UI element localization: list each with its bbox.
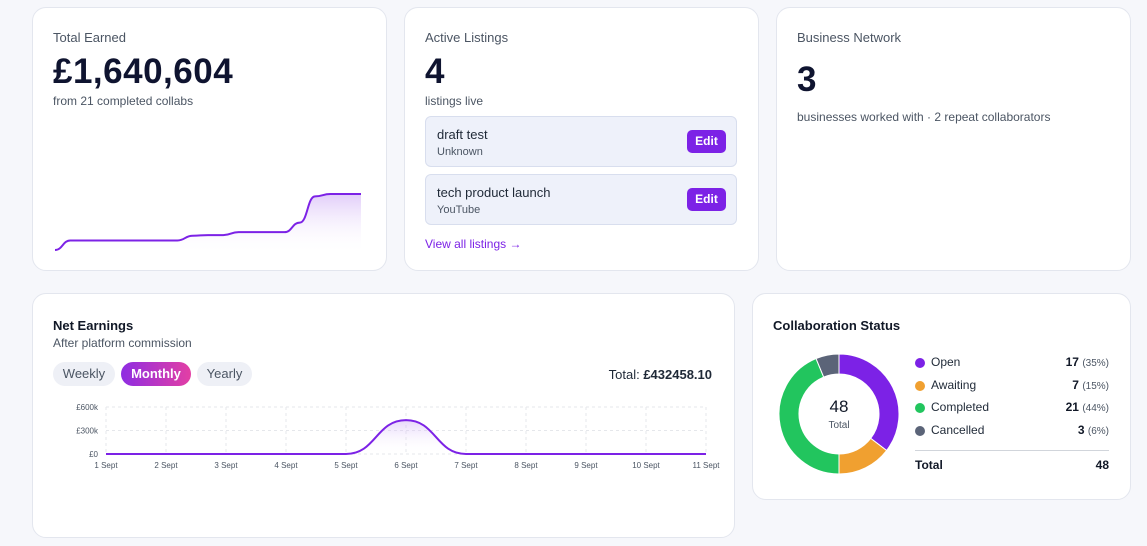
edit-listing-button[interactable]: Edit bbox=[687, 130, 726, 153]
legend-row-awaiting: Awaiting 7 (15%) bbox=[915, 377, 1109, 395]
legend-total-value: 48 bbox=[1095, 458, 1109, 472]
listing-title: tech product launch bbox=[437, 185, 551, 200]
collaboration-donut-chart bbox=[778, 353, 900, 475]
collaboration-status-card: Collaboration Status 48 Total Open 17 (3… bbox=[752, 293, 1131, 500]
listing-platform: Unknown bbox=[437, 146, 483, 158]
legend-value: 17 (35%) bbox=[1065, 355, 1109, 369]
x-tick-label: 2 Sept bbox=[154, 461, 178, 470]
listing-item[interactable]: tech product launch YouTube Edit bbox=[425, 174, 737, 225]
net-earnings-total: Total: £432458.10 bbox=[609, 367, 712, 382]
x-tick-label: 5 Sept bbox=[334, 461, 358, 470]
legend-divider bbox=[915, 450, 1109, 451]
legend-label: Open bbox=[931, 355, 961, 369]
legend-row-open: Open 17 (35%) bbox=[915, 354, 1109, 372]
legend-label: Cancelled bbox=[931, 423, 985, 437]
sparkline-line bbox=[54, 193, 361, 251]
status-dot-icon bbox=[915, 358, 925, 368]
active-listings-label: Active Listings bbox=[425, 30, 509, 45]
status-dot-icon bbox=[915, 426, 925, 436]
active-listings-card: Active Listings 4 listings live draft te… bbox=[404, 7, 759, 271]
legend-value: 21 (44%) bbox=[1065, 400, 1109, 414]
y-tick-label: £300k bbox=[76, 427, 99, 436]
active-listings-sub: listings live bbox=[425, 94, 484, 108]
net-earnings-subtitle: After platform commission bbox=[53, 336, 192, 350]
net-earnings-chart: £0 £300k £600k 1 Sept 2 Sept 3 Sept 4 Sept 5 S… bbox=[76, 403, 720, 470]
net-earnings-card: Net Earnings After platform commission W… bbox=[32, 293, 735, 538]
status-dot-icon bbox=[915, 381, 925, 391]
tab-monthly[interactable]: Monthly bbox=[121, 362, 191, 386]
x-tick-label: 10 Sept bbox=[632, 461, 660, 470]
x-tick-label: 7 Sept bbox=[454, 461, 478, 470]
total-earned-card: Total Earned £1,640,604 from 21 complete… bbox=[32, 7, 387, 271]
legend-row-cancelled: Cancelled 3 (6%) bbox=[915, 422, 1109, 440]
legend-row-completed: Completed 21 (44%) bbox=[915, 399, 1109, 417]
net-earnings-area bbox=[106, 420, 706, 454]
tab-weekly[interactable]: Weekly bbox=[53, 362, 115, 386]
x-tick-label: 1 Sept bbox=[94, 461, 118, 470]
x-tick-label: 6 Sept bbox=[394, 461, 418, 470]
x-tick-label: 3 Sept bbox=[214, 461, 238, 470]
active-listings-value: 4 bbox=[425, 52, 445, 91]
chart-y-ticks: £0 £300k £600k bbox=[76, 403, 99, 459]
x-tick-label: 11 Sept bbox=[693, 461, 721, 470]
listing-title: draft test bbox=[437, 127, 488, 142]
total-earned-label: Total Earned bbox=[53, 30, 126, 45]
edit-listing-button[interactable]: Edit bbox=[687, 188, 726, 211]
legend-label: Awaiting bbox=[931, 378, 977, 392]
donut-slice-completed bbox=[778, 357, 840, 475]
donut-slice-cancelled bbox=[815, 353, 840, 378]
view-all-listings-link[interactable]: View all listings → bbox=[425, 237, 522, 251]
status-dot-icon bbox=[915, 403, 925, 413]
tab-yearly[interactable]: Yearly bbox=[197, 362, 252, 386]
x-tick-label: 4 Sept bbox=[274, 461, 298, 470]
total-earned-value: £1,640,604 bbox=[53, 52, 234, 91]
business-network-label: Business Network bbox=[797, 30, 902, 45]
total-earned-sub: from 21 completed collabs bbox=[53, 94, 194, 108]
x-tick-label: 8 Sept bbox=[514, 461, 538, 470]
y-tick-label: £600k bbox=[76, 403, 99, 412]
sparkline-area bbox=[55, 194, 361, 254]
legend-value: 7 (15%) bbox=[1072, 378, 1109, 392]
listing-item[interactable]: draft test Unknown Edit bbox=[425, 116, 737, 167]
legend-total-label: Total bbox=[915, 458, 943, 472]
donut-center-label: Total bbox=[828, 420, 850, 431]
x-tick-label: 9 Sept bbox=[574, 461, 598, 470]
business-network-sub: businesses worked with · 2 repeat collab… bbox=[797, 110, 1051, 124]
chart-x-ticks: 1 Sept 2 Sept 3 Sept 4 Sept 5 Sept 6 Sept 7 Se… bbox=[94, 461, 720, 470]
legend-value: 3 (6%) bbox=[1077, 423, 1109, 437]
total-earned-sparkline bbox=[54, 193, 361, 254]
net-earnings-title: Net Earnings bbox=[53, 318, 134, 333]
business-network-value: 3 bbox=[797, 60, 817, 99]
listing-platform: YouTube bbox=[437, 204, 481, 216]
y-tick-label: £0 bbox=[89, 450, 98, 459]
donut-center-value: 48 bbox=[829, 397, 849, 416]
total-label: Total: bbox=[608, 367, 644, 382]
total-value: £432458.10 bbox=[643, 367, 712, 382]
collaboration-status-title: Collaboration Status bbox=[773, 318, 901, 333]
net-earnings-line bbox=[106, 419, 706, 455]
business-network-card: Business Network 3 businesses worked wit… bbox=[776, 7, 1131, 271]
legend-label: Completed bbox=[931, 400, 990, 414]
